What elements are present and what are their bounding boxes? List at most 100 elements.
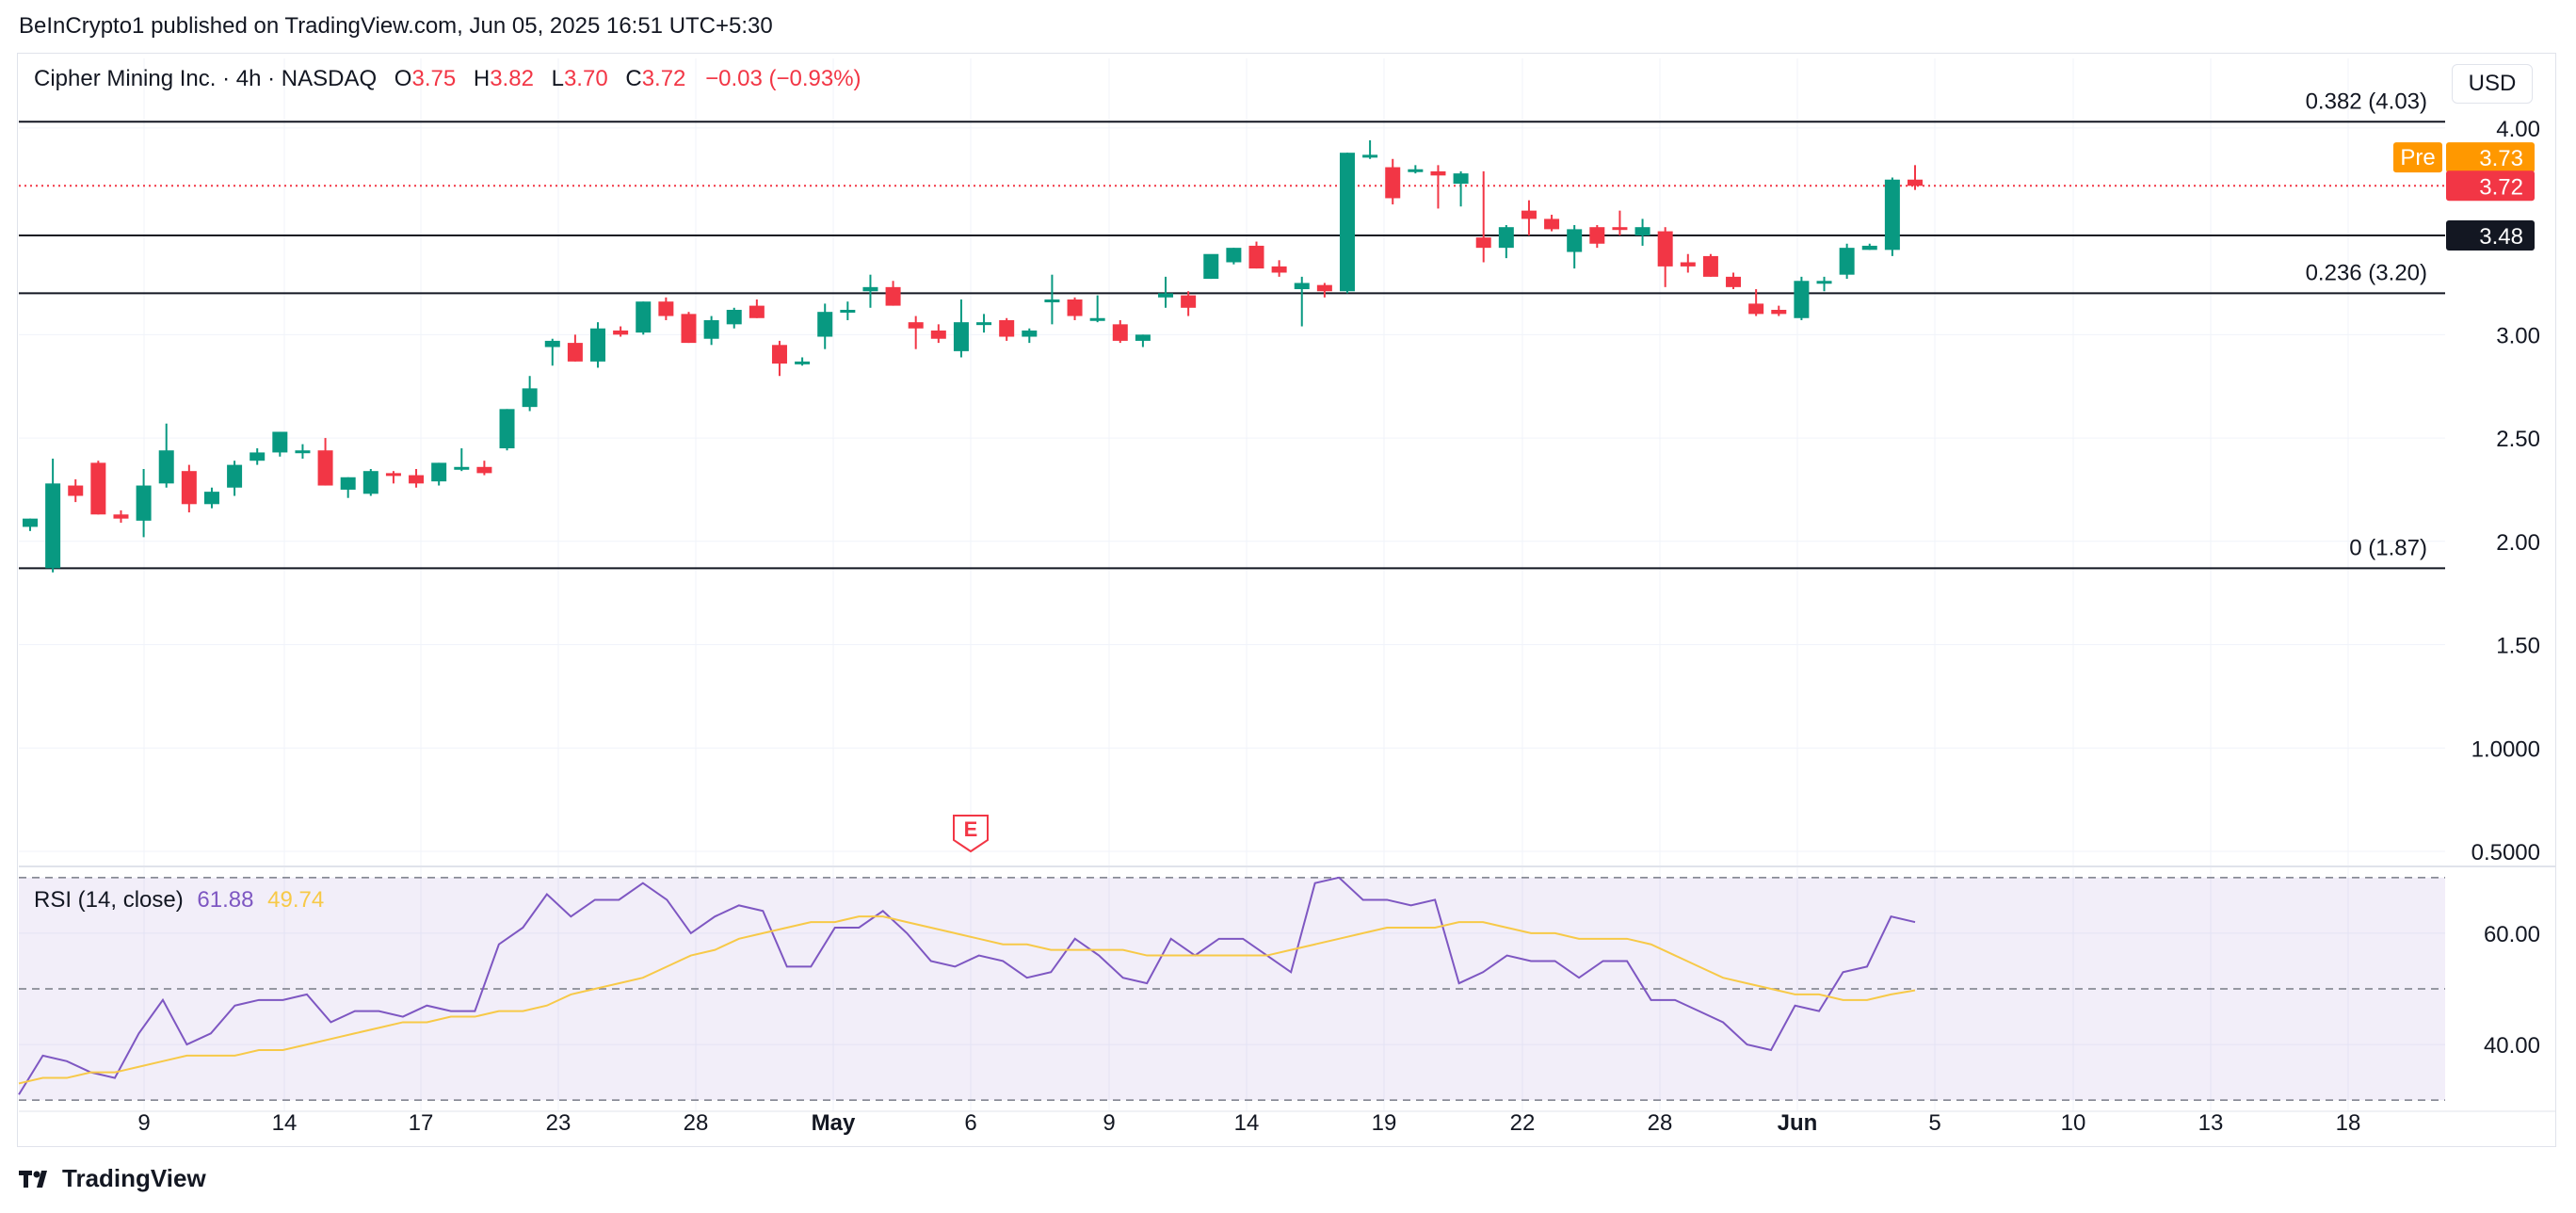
candle-body [1657,231,1673,267]
candle-body [1226,248,1242,263]
x-tick-label: 5 [1928,1110,1940,1136]
x-tick-label: 18 [2336,1110,2361,1136]
candle-body [1453,173,1469,185]
rsi-title: RSI (14, close) [34,887,184,913]
x-tick-label: 19 [1372,1110,1397,1136]
rsi-ma-line [18,915,1916,1085]
candle-body [976,322,992,326]
candle-body [23,518,38,527]
pre-tag: Pre [2400,145,2435,170]
candle-body [1589,227,1605,244]
x-tick-label: 10 [2061,1110,2086,1136]
level-label: 0 (1.87) [2349,535,2427,560]
candle-body [862,286,878,292]
last-price-tag: 3.72 [2479,174,2523,200]
chart-frame [17,53,2556,1147]
low-value: 3.70 [563,66,608,91]
brand-name: TradingView [62,1164,206,1192]
candle-body [1181,295,1197,308]
low-label: L [551,66,564,91]
candle-body [295,450,311,454]
candle-body [1022,330,1038,337]
level-price-tag: 3.48 [2479,224,2523,250]
x-tick-label: Jun [1778,1110,1818,1136]
open-value: 3.75 [411,66,457,91]
candle-body [203,492,219,505]
candle-body [817,312,833,337]
y-tick-label: 0.5000 [2471,840,2540,865]
candle-body [1089,317,1105,321]
candle-body [1726,276,1742,287]
candle-body [1794,281,1810,318]
candle-body [385,473,401,477]
rsi-y-tick-label: 60.00 [2484,922,2540,947]
candle-body [409,475,425,484]
rsi-line [18,876,1916,1095]
candle-body [250,452,266,461]
candle-body [90,462,106,515]
high-value: 3.82 [490,66,534,91]
x-tick-label: 6 [964,1110,976,1136]
candle-body [544,340,560,348]
close-label: C [625,66,642,91]
candle-body [158,450,174,484]
y-tick-label: 1.50 [2496,634,2540,659]
high-label: H [473,66,491,91]
candle-body [953,322,969,351]
tradingview-logo[interactable]: TradingView [19,1164,206,1193]
candle-body [1680,262,1696,267]
rsi-value: 61.88 [197,887,254,913]
candle-body [613,330,629,335]
candle-body [930,330,946,339]
candle-body [1294,283,1310,290]
candle-body [658,301,674,316]
candle-body [1475,237,1491,249]
earnings-marker-label: E [964,817,978,841]
pre-price-tag-bg [2446,142,2535,173]
candle-body [1067,299,1083,316]
pre-price-tag: 3.73 [2479,146,2523,171]
candle-body [1385,167,1401,199]
candle-body [703,319,719,339]
candle-body [454,466,470,470]
candle-body [908,322,924,329]
x-tick-label: 17 [409,1110,434,1136]
candle-body [113,514,129,519]
candle-body [1567,229,1583,252]
candle-body [362,471,378,494]
candle-body [181,471,197,505]
y-tick-label: 1.0000 [2471,736,2540,762]
candle-body [340,477,356,490]
candle-body [1634,227,1650,235]
candle-body [499,409,515,449]
candle-body [1544,218,1560,230]
candle-body [1430,170,1446,176]
x-tick-label: 9 [1103,1110,1115,1136]
y-tick-label: 2.50 [2496,427,2540,452]
candle-body [431,462,447,482]
candle-body [590,328,606,362]
candle-body [1408,169,1424,172]
candle-body [1861,245,1877,251]
x-tick-label: May [812,1110,856,1136]
candle-body [1702,255,1718,277]
pre-tag-bg [2393,142,2442,173]
candle-body [1498,227,1514,249]
y-tick-label: 2.00 [2496,530,2540,556]
candle-body [1521,210,1537,219]
candle-body [1248,245,1264,269]
candle-body [317,450,333,486]
candle-body [1612,227,1628,231]
candle-body [1884,179,1900,251]
close-value: 3.72 [641,66,686,91]
currency-button[interactable]: USD [2452,64,2533,104]
candle-body [1316,284,1332,292]
candle-body [681,314,697,344]
candle-body [1908,179,1923,186]
candle-body [1044,299,1060,303]
symbol-legend: Cipher Mining Inc. · 4h · NASDAQ O3.75 H… [34,66,861,92]
candle-body [1339,153,1355,292]
candle-body [1158,293,1174,298]
candle-body [840,309,856,313]
